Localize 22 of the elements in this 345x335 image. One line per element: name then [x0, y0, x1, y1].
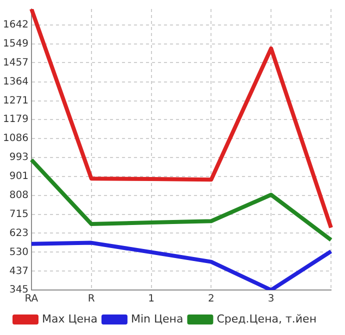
y-tick-label: 808 [9, 190, 28, 201]
y-tick-label: 1086 [2, 133, 28, 144]
legend-label: Min Цена [130, 312, 184, 326]
x-tick-label: 1 [148, 294, 154, 305]
y-tick-label: 993 [9, 152, 28, 164]
y-tick-label: 1549 [2, 38, 28, 50]
x-tick-label: 2 [208, 294, 214, 305]
y-tick-label: 623 [9, 228, 28, 239]
y-tick-label: 530 [9, 246, 28, 258]
legend-label: Сред.Цена, т.йен [216, 312, 317, 326]
y-tick-label: 901 [9, 170, 28, 182]
y-tick-label: 437 [9, 266, 28, 277]
x-tick-label: R [88, 294, 95, 305]
y-tick-label: 1271 [2, 95, 28, 106]
legend-label: Max Цена [42, 312, 98, 326]
x-tick-label: RA [24, 294, 38, 305]
y-tick-label: 1642 [2, 20, 28, 31]
y-tick-label: 715 [9, 208, 28, 220]
x-tick-label: 3 [268, 294, 274, 305]
y-tick-label: 1179 [2, 114, 28, 126]
y-tick-label: 1457 [2, 57, 28, 68]
y-tick-label: 1364 [2, 76, 28, 88]
